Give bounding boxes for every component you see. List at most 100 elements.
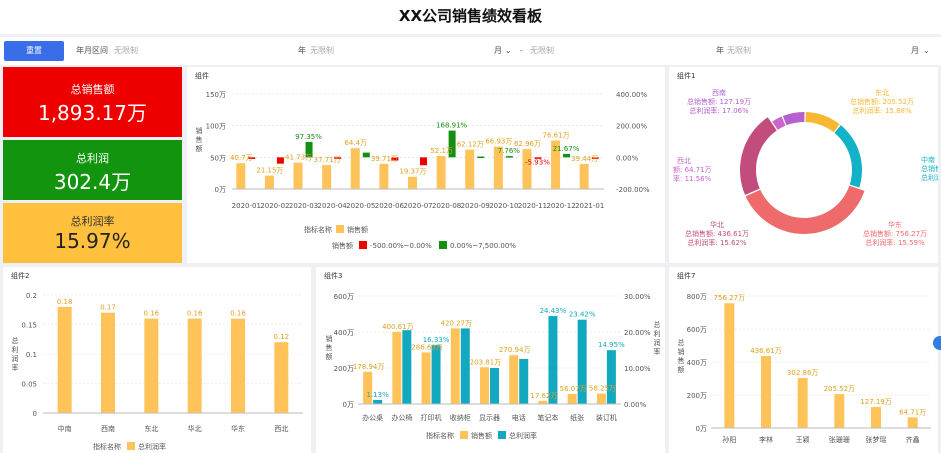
y-axis-label: 销 bbox=[196, 126, 203, 135]
sales-data-label: 76.61万 bbox=[543, 131, 570, 139]
y-tick-label: 50万 bbox=[210, 154, 226, 162]
start-month-chevron-icon[interactable]: ⌄ bbox=[505, 46, 512, 55]
end-year-unit: 年 bbox=[716, 46, 724, 55]
legend-swatch bbox=[127, 442, 135, 450]
label-zhongnan-sales: 总销售额 bbox=[921, 164, 938, 173]
bar-data-label: 302.86万 bbox=[787, 369, 819, 377]
start-month-input[interactable]: 无限制 bbox=[310, 46, 334, 55]
end-month-input[interactable]: 无限制 bbox=[727, 46, 751, 55]
legend-swatch bbox=[498, 431, 506, 439]
y-axis-label: 总 bbox=[678, 338, 685, 347]
sales-data-label: 400.61万 bbox=[382, 323, 414, 331]
growth-data-label: 21.67% bbox=[553, 145, 580, 153]
legend-title: 指标名称 bbox=[93, 442, 121, 451]
x-tick-label: 2020-12 bbox=[546, 202, 575, 210]
x-tick-label: 2020-04 bbox=[318, 202, 348, 210]
growth-bar bbox=[534, 157, 542, 159]
sales-data-label: 62.96万 bbox=[514, 140, 541, 148]
start-year-input[interactable]: 无限制 bbox=[114, 46, 138, 55]
growth-bar bbox=[420, 157, 427, 166]
growth-bar bbox=[448, 130, 456, 158]
chart-title: 组件7 bbox=[677, 271, 695, 280]
rate-bar bbox=[187, 318, 202, 413]
growth-data-label: 7.76% bbox=[498, 147, 521, 155]
sales-data-label: 286.63万 bbox=[411, 343, 443, 351]
person-bar bbox=[871, 407, 881, 428]
legend-title: 指标名称 bbox=[304, 225, 332, 234]
chart-title: 组件1 bbox=[677, 71, 695, 80]
sales-bar bbox=[450, 328, 460, 404]
rate-bar bbox=[101, 312, 115, 413]
y-axis-label: 销 bbox=[326, 334, 333, 343]
label-huabei-name: 华北 bbox=[710, 220, 724, 229]
x-tick-label: 收纳柜 bbox=[450, 413, 471, 422]
x-tick-label: 2020-02 bbox=[260, 202, 289, 210]
y-tick-label: 0.1 bbox=[26, 351, 37, 359]
sales-data-label: 39.71万 bbox=[371, 155, 398, 163]
legend-label: 销售额 bbox=[347, 225, 368, 234]
rate-bar bbox=[144, 318, 159, 413]
y-tick-label: 400万 bbox=[334, 329, 354, 337]
x-tick-label: 显示器 bbox=[479, 414, 500, 422]
sales-data-label: 56.07万 bbox=[560, 385, 587, 393]
x-tick-label: 中南 bbox=[58, 424, 72, 433]
end-month-unit: 月 bbox=[911, 46, 919, 55]
y2-tick-label: 0.00% bbox=[624, 401, 647, 409]
y-tick-label: 600万 bbox=[687, 326, 707, 334]
y2-tick-label: -200.00% bbox=[616, 186, 650, 194]
rate-bar bbox=[431, 345, 441, 404]
rate-bar bbox=[490, 368, 499, 404]
growth-data-label: -5.93% bbox=[525, 158, 550, 166]
growth-bar bbox=[563, 153, 571, 158]
rate-data-label: 23.42% bbox=[569, 311, 596, 319]
sales-bar bbox=[350, 148, 360, 189]
y-tick-label: 200万 bbox=[334, 365, 354, 373]
pie-slice bbox=[805, 112, 840, 133]
y-tick-label: 0.2 bbox=[26, 292, 37, 300]
y-tick-label: 800万 bbox=[687, 293, 707, 301]
end-month-chevron-icon[interactable]: ⌄ bbox=[923, 46, 930, 55]
sales-bar bbox=[264, 175, 274, 189]
x-tick-label: 装订机 bbox=[596, 413, 617, 422]
sales-bar bbox=[522, 149, 532, 189]
y-tick-label: 0万 bbox=[215, 186, 226, 194]
start-year-unit: 年 bbox=[298, 46, 306, 55]
sales-bar bbox=[322, 165, 332, 189]
sales-bar bbox=[480, 367, 489, 404]
kpi-value: 15.97% bbox=[54, 229, 131, 253]
sales-data-label: 58.25万 bbox=[589, 385, 616, 393]
y-tick-label: 0.15 bbox=[21, 322, 37, 330]
kpi-profit-rate: 总利润率 15.97% bbox=[3, 203, 182, 263]
growth-data-label: 97.35% bbox=[295, 133, 322, 141]
chart-title: 组件 bbox=[195, 71, 209, 80]
y-axis-label: 售 bbox=[678, 356, 685, 365]
x-tick-label: 纸张 bbox=[570, 413, 584, 422]
sales-data-label: 270.94万 bbox=[499, 346, 531, 354]
legend-label: 0.00%~7,500.00% bbox=[450, 242, 516, 250]
growth-bar bbox=[477, 156, 485, 159]
y-axis-label: 售 bbox=[196, 135, 203, 144]
x-tick-label: 华北 bbox=[188, 424, 202, 433]
sales-data-label: 40.7万 bbox=[230, 154, 253, 162]
panel-region-pie: 组件1 西南 总销售额: 127.19万 总利润率: 17.06% 东北 总销售额: 20… bbox=[669, 67, 941, 263]
range-separator: - bbox=[520, 46, 523, 55]
x-tick-label: 办公桌 bbox=[362, 413, 383, 422]
rate-bar bbox=[548, 316, 558, 404]
x-tick-label: 笔记本 bbox=[537, 413, 558, 422]
reset-button[interactable]: 重置 bbox=[4, 41, 64, 61]
sales-bar bbox=[538, 400, 548, 404]
y-tick-label: 0万 bbox=[343, 401, 354, 409]
x-tick-label: 西南 bbox=[101, 424, 115, 433]
rate-data-label: 14.95% bbox=[598, 341, 625, 349]
person-bar bbox=[834, 394, 845, 428]
person-bar bbox=[761, 355, 771, 428]
start-month-unit: 月 bbox=[494, 46, 502, 55]
sales-data-label: 52.1万 bbox=[430, 147, 453, 155]
side-scroll-button[interactable] bbox=[933, 336, 941, 350]
end-year-input[interactable]: 无限制 bbox=[530, 46, 554, 55]
sales-bar bbox=[421, 352, 431, 404]
sales-bar bbox=[551, 140, 561, 189]
label-huadong-sales: 总销售额: 756.27万 bbox=[863, 229, 927, 238]
growth-bar bbox=[305, 141, 313, 158]
